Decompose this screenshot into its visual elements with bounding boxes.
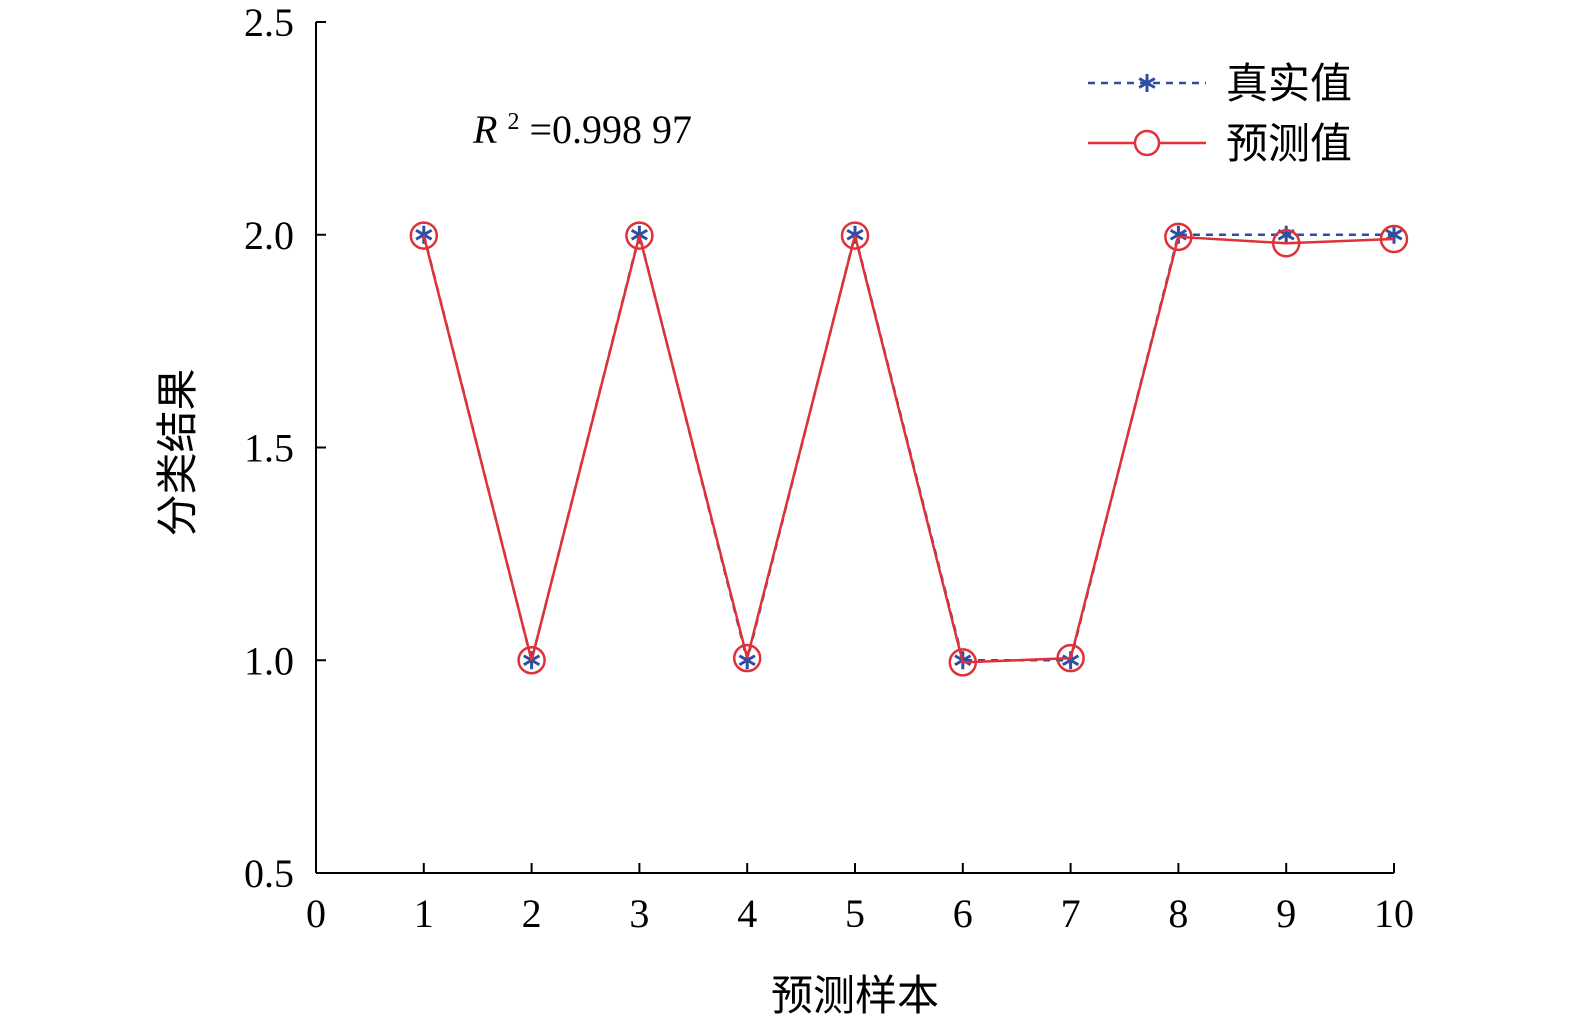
true-value-point-stroke <box>846 228 864 241</box>
predicted-value-point <box>517 646 546 675</box>
predicted-value-point <box>732 643 762 673</box>
true-value-point <box>846 225 864 244</box>
true-value-point-stroke <box>738 654 756 667</box>
y-axis-label: 分类结果 <box>153 368 202 536</box>
y-tick-label: 2.0 <box>244 213 294 258</box>
x-tick-label: 4 <box>737 891 757 936</box>
legend-asterisk-stroke <box>1138 77 1156 89</box>
r-squared-annotation: R 2 =0.998 97 <box>472 93 692 152</box>
y-tick-label: 1.0 <box>244 638 294 683</box>
r-value: =0.998 97 <box>529 107 692 152</box>
predicted-value-point <box>625 221 654 250</box>
x-tick-label: 2 <box>522 891 542 936</box>
series <box>409 221 1409 677</box>
x-axis-label: 预测样本 <box>771 971 939 1020</box>
y-tick-label: 0.5 <box>244 851 294 896</box>
x-tick-label: 5 <box>845 891 865 936</box>
predicted-value-point <box>948 648 978 677</box>
predicted-value-point <box>1164 222 1193 252</box>
x-tick-label: 3 <box>629 891 649 936</box>
true-value-point-stroke <box>630 228 648 241</box>
predicted-value-point <box>1379 224 1409 254</box>
x-tick-label: 1 <box>414 891 434 936</box>
legend-asterisk <box>1138 74 1156 92</box>
predicted-value-point <box>840 221 870 250</box>
legend-marker-asterisk-icon <box>1138 74 1156 92</box>
x-tick-label: 9 <box>1276 891 1296 936</box>
x-tick-label: 8 <box>1168 891 1188 936</box>
predicted-value-point <box>1271 229 1301 258</box>
legend: 真实值 预测值 <box>1088 59 1352 168</box>
true-value-point-stroke <box>415 228 433 241</box>
predicted-value-line <box>422 235 1395 664</box>
predicted-value-point <box>1056 643 1085 673</box>
ticks: 0 1 2 3 4 5 6 7 8 9 10 0.5 1.0 1.5 2.0 2.5 <box>244 0 1414 936</box>
x-tick-label: 0 <box>306 891 326 936</box>
legend-item-predicted-value: 预测值 <box>1088 119 1352 168</box>
true-value-point-stroke <box>1385 228 1403 241</box>
legend-label-true-value: 真实值 <box>1226 59 1352 108</box>
predicted-value-point <box>409 221 439 250</box>
series-predicted-value <box>409 221 1409 677</box>
true-value-point <box>630 225 648 244</box>
true-value-point <box>1277 225 1295 244</box>
y-tick-label: 1.5 <box>244 426 294 471</box>
true-value-point <box>1385 225 1403 244</box>
r-superscript: 2 <box>507 109 519 135</box>
true-value-point <box>415 225 433 244</box>
y-tick-label: 2.5 <box>244 0 294 45</box>
true-value-line <box>422 233 1394 662</box>
legend-marker-circle-icon <box>1133 129 1161 157</box>
r-symbol: R <box>472 107 497 152</box>
legend-item-true-value: 真实值 <box>1088 59 1352 108</box>
x-tick-label: 10 <box>1374 891 1414 936</box>
x-tick-label: 6 <box>953 891 973 936</box>
x-tick-label: 7 <box>1061 891 1081 936</box>
legend-label-predicted-value: 预测值 <box>1226 119 1352 168</box>
